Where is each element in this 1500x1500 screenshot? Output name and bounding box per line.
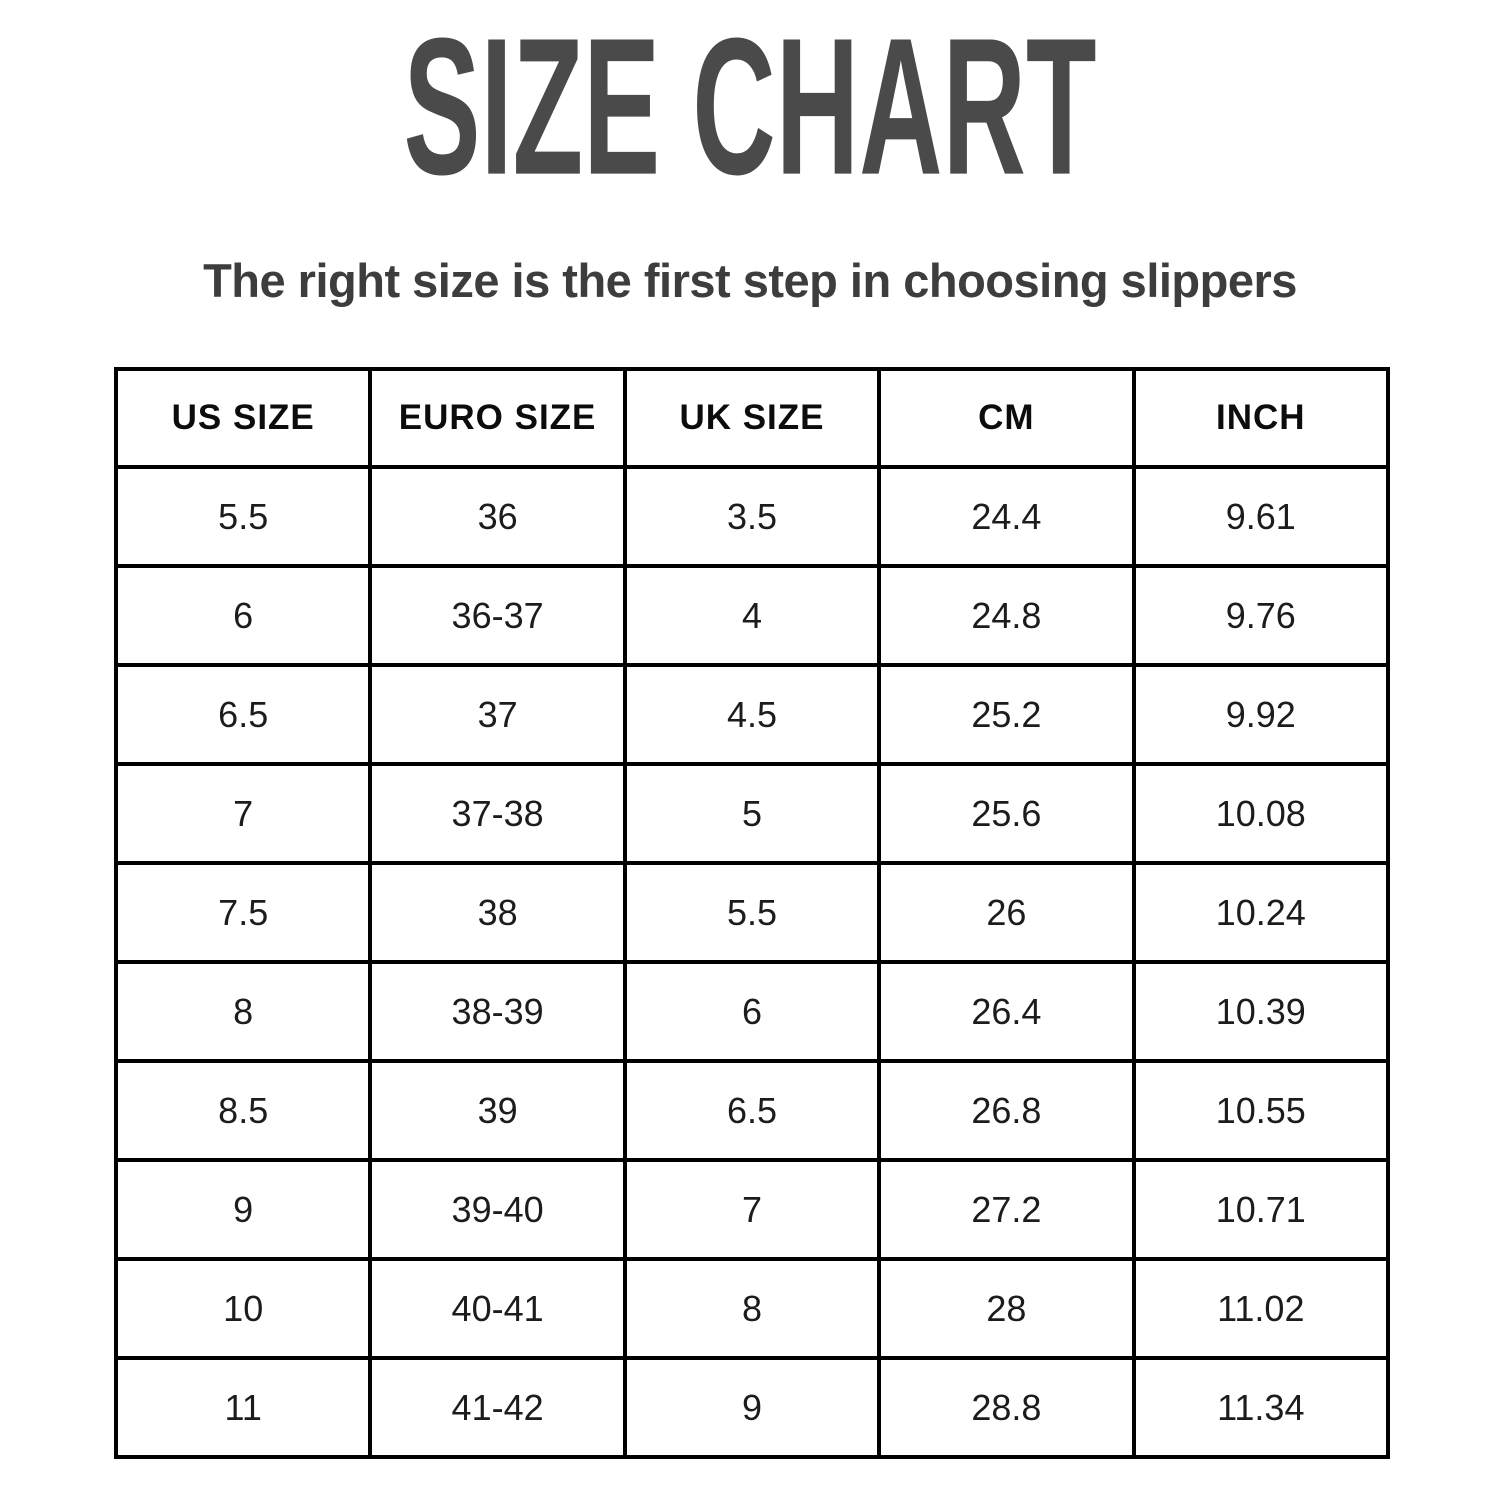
table-cell: 10.08 (1131, 762, 1391, 865)
table-cell: 3.5 (622, 465, 882, 568)
table-cell: 36 (368, 465, 627, 568)
table-cell: 9.92 (1131, 663, 1391, 766)
table-cell: 8.5 (113, 1059, 373, 1162)
column-header-us-size: US SIZE (113, 367, 373, 469)
table-cell: 11 (113, 1356, 373, 1459)
table-row: 9 39-40 7 27.2 10.71 (113, 1158, 1391, 1261)
table-cell: 38 (368, 861, 627, 964)
table-cell: 39 (368, 1059, 627, 1162)
table-cell: 28.8 (877, 1356, 1136, 1459)
table-cell: 37-38 (368, 762, 627, 865)
table-row: 8 38-39 6 26.4 10.39 (113, 960, 1391, 1063)
table-row: 5.5 36 3.5 24.4 9.61 (113, 465, 1391, 568)
table-cell: 7 (113, 762, 373, 865)
table-cell: 7.5 (113, 861, 373, 964)
table-cell: 6.5 (622, 1059, 882, 1162)
table-cell: 39-40 (368, 1158, 627, 1261)
table-cell: 11.02 (1131, 1257, 1391, 1360)
table-cell: 5.5 (113, 465, 373, 568)
table-row: 7.5 38 5.5 26 10.24 (113, 861, 1391, 964)
table-cell: 4 (622, 564, 882, 667)
table-cell: 6 (113, 564, 373, 667)
table-body: 5.5 36 3.5 24.4 9.61 6 36-37 4 24.8 9.76… (113, 465, 1391, 1459)
table-cell: 37 (368, 663, 627, 766)
table-cell: 11.34 (1131, 1356, 1391, 1459)
title-container: SIZE CHART (0, 0, 1500, 212)
column-header-inch: INCH (1131, 367, 1391, 469)
subtitle-container: The right size is the first step in choo… (0, 250, 1500, 311)
table-cell: 36-37 (368, 564, 627, 667)
size-chart-table: US SIZE EURO SIZE UK SIZE CM INCH 5.5 36… (113, 367, 1391, 1459)
table-cell: 10.55 (1131, 1059, 1391, 1162)
table-cell: 25.6 (877, 762, 1136, 865)
table-header: US SIZE EURO SIZE UK SIZE CM INCH (113, 367, 1391, 469)
table-cell: 24.4 (877, 465, 1136, 568)
table-cell: 9 (622, 1356, 882, 1459)
table-cell: 6 (622, 960, 882, 1063)
table-cell: 26 (877, 861, 1136, 964)
table-row: 10 40-41 8 28 11.02 (113, 1257, 1391, 1360)
table-cell: 8 (622, 1257, 882, 1360)
table-cell: 38-39 (368, 960, 627, 1063)
table-cell: 26.4 (877, 960, 1136, 1063)
table-cell: 9.76 (1131, 564, 1391, 667)
column-header-cm: CM (877, 367, 1136, 469)
table-cell: 5 (622, 762, 882, 865)
table-cell: 27.2 (877, 1158, 1136, 1261)
table-row: 6 36-37 4 24.8 9.76 (113, 564, 1391, 667)
column-header-euro-size: EURO SIZE (368, 367, 627, 469)
table-cell: 24.8 (877, 564, 1136, 667)
table-cell: 25.2 (877, 663, 1136, 766)
table-cell: 8 (113, 960, 373, 1063)
table-cell: 40-41 (368, 1257, 627, 1360)
column-header-uk-size: UK SIZE (622, 367, 882, 469)
table-cell: 26.8 (877, 1059, 1136, 1162)
table-cell: 41-42 (368, 1356, 627, 1459)
table-row: 11 41-42 9 28.8 11.34 (113, 1356, 1391, 1459)
table-header-row: US SIZE EURO SIZE UK SIZE CM INCH (113, 367, 1391, 469)
page-title: SIZE CHART (403, 0, 1097, 216)
table-cell: 10.71 (1131, 1158, 1391, 1261)
table-cell: 10 (113, 1257, 373, 1360)
table-cell: 5.5 (622, 861, 882, 964)
table-row: 8.5 39 6.5 26.8 10.55 (113, 1059, 1391, 1162)
table-cell: 10.24 (1131, 861, 1391, 964)
table-cell: 7 (622, 1158, 882, 1261)
table-row: 7 37-38 5 25.6 10.08 (113, 762, 1391, 865)
table-cell: 28 (877, 1257, 1136, 1360)
table-row: 6.5 37 4.5 25.2 9.92 (113, 663, 1391, 766)
table-cell: 10.39 (1131, 960, 1391, 1063)
table-cell: 9 (113, 1158, 373, 1261)
table-cell: 6.5 (113, 663, 373, 766)
table-cell: 4.5 (622, 663, 882, 766)
page-subtitle: The right size is the first step in choo… (203, 254, 1297, 307)
table-cell: 9.61 (1131, 465, 1391, 568)
